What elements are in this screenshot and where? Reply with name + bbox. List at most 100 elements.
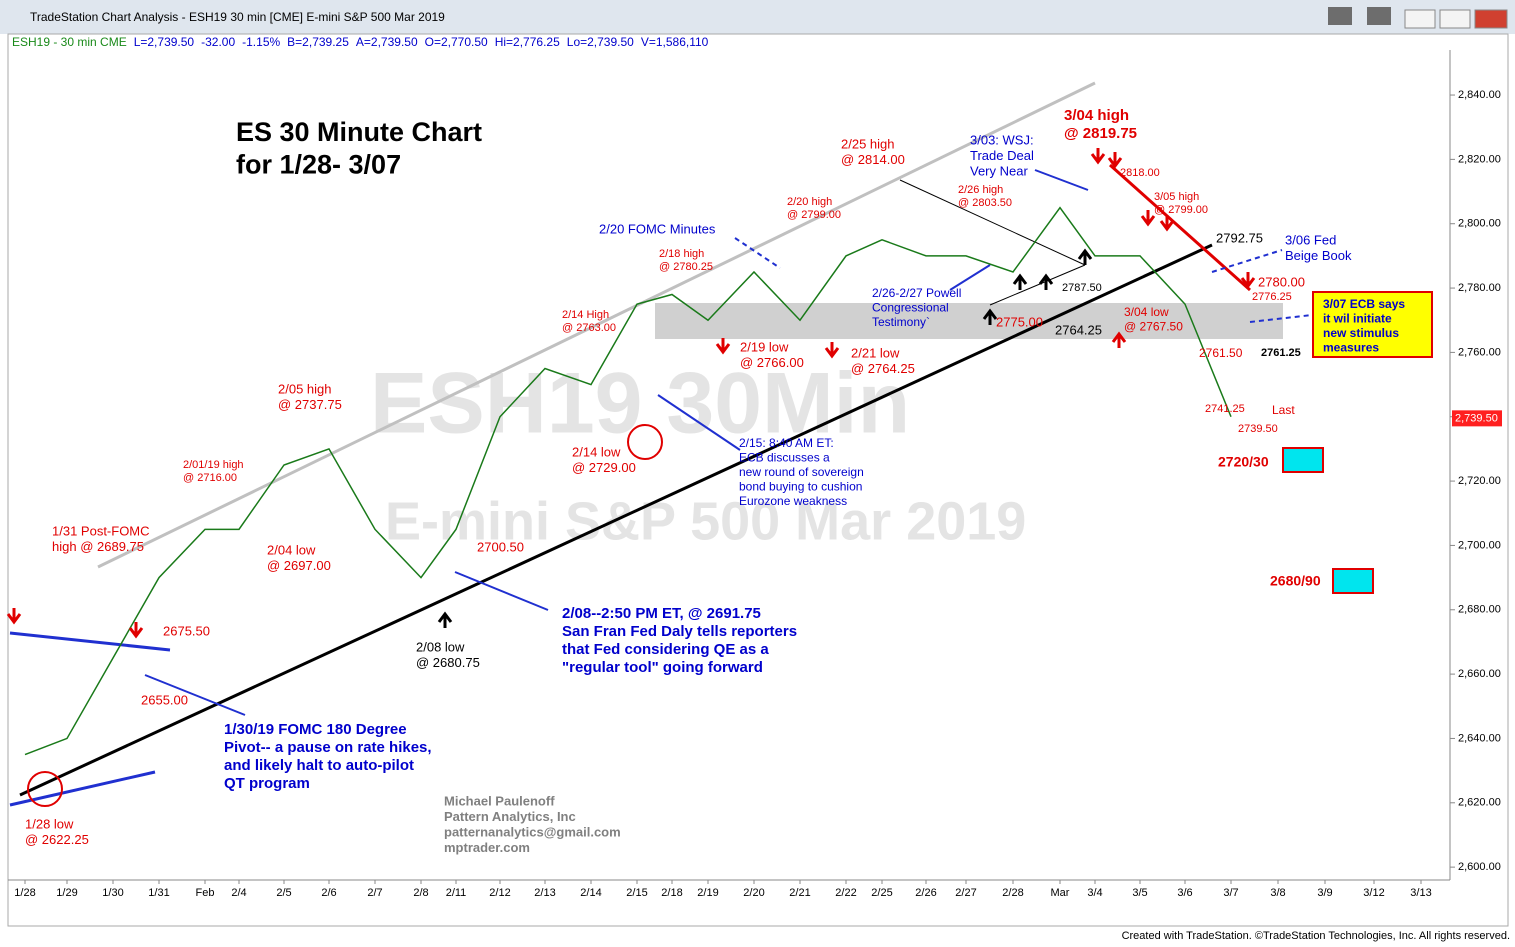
annotation: 2739.50 (1238, 423, 1278, 435)
annotation: @ 2737.75 (278, 397, 342, 412)
close-button[interactable] (1474, 9, 1508, 29)
annotation: Michael Paulenoff (444, 793, 555, 808)
watermark: ESH19 30Min (370, 356, 910, 452)
arrow (1240, 272, 1256, 289)
info-item: Hi=2,776.25 (495, 35, 560, 49)
note-box (1312, 291, 1433, 358)
x-tick-label: 1/31 (148, 887, 169, 899)
annotation: Beige Book (1285, 248, 1352, 263)
annotation: 2761.50 (1199, 346, 1243, 360)
annotation: 2761.25 (1261, 347, 1301, 359)
arrow (128, 622, 144, 639)
annotation: 2/18 high (659, 248, 704, 260)
highlight-circle (627, 424, 663, 460)
info-item: -1.15% (242, 35, 280, 49)
minimize-button[interactable] (1404, 9, 1436, 29)
triangle-line (899, 179, 1086, 266)
info-item: Lo=2,739.50 (567, 35, 634, 49)
x-tick-label: 2/12 (489, 887, 510, 899)
window-title: TradeStation Chart Analysis - ESH19 30 m… (30, 10, 445, 24)
annotation: it wil initiate (1323, 312, 1392, 326)
annotation: 2780.00 (1258, 274, 1305, 289)
x-tick-label: 2/5 (276, 887, 291, 899)
x-tick-label: 2/26 (915, 887, 936, 899)
annotation: 2720/30 (1218, 454, 1269, 470)
annotation: 2/04 low (267, 542, 316, 557)
support-zone (655, 303, 1283, 339)
annotation: 1/31 Post-FOMC (52, 523, 150, 538)
annotation: @ 2764.25 (851, 361, 915, 376)
pointer-line (1211, 249, 1283, 273)
x-tick-label: 2/4 (231, 887, 246, 899)
arrow (824, 342, 840, 359)
settings-button[interactable] (1328, 7, 1352, 25)
x-tick-label: 2/22 (835, 887, 856, 899)
annotation: 1/30/19 FOMC 180 Degree (224, 721, 407, 738)
trend-line (9, 770, 156, 807)
annotation: 3/05 high (1154, 191, 1199, 203)
y-tick-label: 2,760.00 (1458, 346, 1501, 358)
annotation: 2/14 low (572, 444, 621, 459)
annotation: @ 2729.00 (572, 460, 636, 475)
annotation: 2775.00 (996, 314, 1043, 329)
annotation: @ 2766.00 (740, 355, 804, 370)
x-tick-label: 2/20 (743, 887, 764, 899)
annotation: @ 2622.25 (25, 832, 89, 847)
y-tick-label: 2,600.00 (1458, 861, 1501, 873)
last-price-label: 2,739.50 (1455, 412, 1498, 424)
x-tick-label: 3/5 (1132, 887, 1147, 899)
annotation: for 1/28- 3/07 (236, 150, 401, 180)
annotation: Very Near (970, 164, 1028, 179)
symbol-info: ESH19 - 30 min CME L=2,739.50 -32.00 -1.15%… (12, 35, 709, 49)
annotation: @ 2697.00 (267, 558, 331, 573)
annotation: 2787.50 (1062, 282, 1102, 294)
annotation: 2/20 FOMC Minutes (599, 221, 716, 236)
annotation: 2818.00 (1120, 167, 1160, 179)
info-item: V=1,586,110 (641, 35, 709, 49)
title-bar (0, 0, 1515, 34)
arrow (715, 338, 731, 355)
maximize-button[interactable] (1439, 9, 1471, 29)
x-tick-label: 3/6 (1177, 887, 1192, 899)
x-tick-label: 3/7 (1223, 887, 1238, 899)
watermark: E-mini S&P 500 Mar 2019 (385, 491, 1026, 551)
annotation: 2700.50 (477, 539, 524, 554)
annotation: 2764.25 (1055, 322, 1102, 337)
triangle-line (989, 264, 1086, 306)
annotation: that Fed considering QE as a (562, 641, 769, 658)
annotation: 2/26 high (958, 184, 1003, 196)
highlight-circle (27, 771, 63, 807)
y-tick-label: 2,720.00 (1458, 475, 1501, 487)
x-tick-label: 2/8 (413, 887, 428, 899)
last-price-box (1452, 410, 1502, 427)
x-tick-label: 2/21 (789, 887, 810, 899)
x-tick-label: 2/13 (534, 887, 555, 899)
annotation: @ 2763.00 (562, 322, 616, 334)
arrow (1038, 273, 1054, 290)
annotation: new stimulus (1323, 326, 1399, 340)
pointer-line (454, 571, 549, 611)
y-tick-label: 2,820.00 (1458, 153, 1501, 165)
annotation: 2792.75 (1216, 230, 1263, 245)
annotation: 3/07 ECB says (1323, 297, 1405, 311)
tools-button[interactable] (1367, 7, 1391, 25)
annotation: 2/20 high (787, 196, 832, 208)
annotation: "regular tool" going forward (562, 659, 763, 676)
info-item: L=2,739.50 (134, 35, 195, 49)
annotation: 2/05 high (278, 381, 332, 396)
annotation: 2/15: 8:40 AM ET: (739, 436, 834, 450)
annotation: ES 30 Minute Chart (236, 117, 482, 147)
annotation: 2/19 low (740, 339, 789, 354)
info-item: O=2,770.50 (425, 35, 488, 49)
x-tick-label: Mar (1051, 887, 1070, 899)
y-tick-label: 2,840.00 (1458, 89, 1501, 101)
annotation: 2741.25 (1205, 403, 1245, 415)
annotation: @ 2799.00 (1154, 204, 1208, 216)
x-tick-label: 2/28 (1002, 887, 1023, 899)
arrow (437, 611, 453, 628)
annotation: @ 2780.25 (659, 261, 713, 273)
annotation: Pattern Analytics, Inc (444, 809, 576, 824)
pointer-line (657, 394, 741, 451)
pointer-line (1034, 169, 1089, 191)
